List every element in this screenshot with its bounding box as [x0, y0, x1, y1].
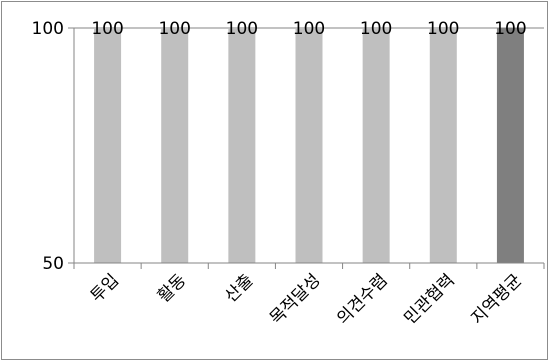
data-label: 100: [293, 19, 325, 39]
x-category-label: 목적달성: [266, 270, 324, 328]
bar: [94, 28, 122, 263]
x-category-label: 산출: [221, 270, 257, 306]
x-category-label: 지역평균: [468, 270, 526, 328]
bars-layer: [94, 28, 524, 263]
y-tick-label: 100: [32, 19, 64, 39]
bar: [295, 28, 323, 263]
bar: [228, 28, 256, 263]
data-label: 100: [494, 19, 526, 39]
bar: [362, 28, 390, 263]
data-label: 100: [427, 19, 459, 39]
data-label: 100: [360, 19, 392, 39]
axis-layer: [68, 27, 545, 269]
x-category-label: 민관협력: [400, 270, 458, 328]
bar: [161, 28, 189, 263]
x-category-label: 활동: [154, 270, 190, 306]
bar: [429, 28, 457, 263]
data-label: 100: [91, 19, 123, 39]
data-label: 100: [226, 19, 258, 39]
bar: [496, 28, 524, 263]
x-category-label: 투입: [87, 270, 123, 306]
data-label: 100: [158, 19, 190, 39]
y-tick-label: 50: [42, 254, 64, 274]
x-category-label: 의견수렴: [333, 270, 391, 328]
